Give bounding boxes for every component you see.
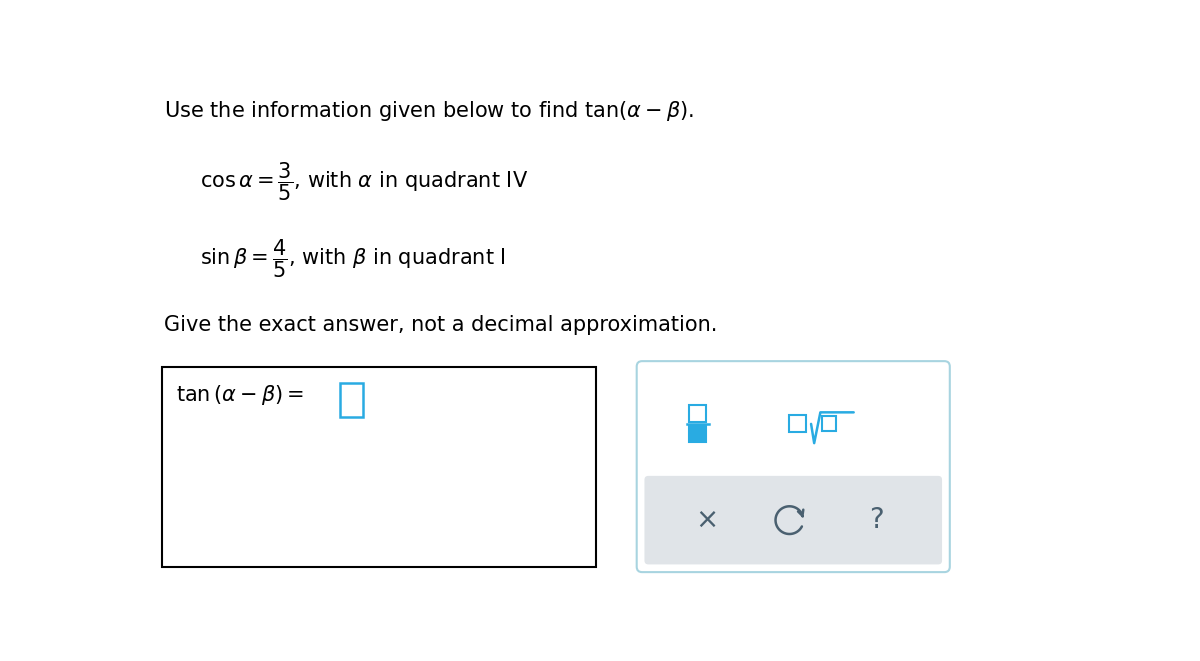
Text: ×: ×	[695, 506, 718, 534]
Text: Give the exact answer, not a decimal approximation.: Give the exact answer, not a decimal app…	[164, 315, 718, 335]
FancyBboxPatch shape	[788, 415, 805, 432]
FancyBboxPatch shape	[689, 405, 707, 422]
Text: $\cos\alpha=\dfrac{3}{5}$, with $\alpha$ in quadrant IV: $\cos\alpha=\dfrac{3}{5}$, with $\alpha$…	[200, 161, 529, 204]
Text: ?: ?	[869, 506, 883, 534]
Text: $\sin\beta=\dfrac{4}{5}$, with $\beta$ in quadrant I: $\sin\beta=\dfrac{4}{5}$, with $\beta$ i…	[200, 238, 506, 280]
FancyBboxPatch shape	[637, 361, 950, 572]
FancyBboxPatch shape	[644, 476, 942, 564]
Text: $\tan\left(\alpha-\beta\right)=$: $\tan\left(\alpha-\beta\right)=$	[175, 383, 304, 407]
FancyBboxPatch shape	[689, 426, 707, 442]
FancyBboxPatch shape	[822, 416, 836, 431]
Text: Use the information given below to find $\tan(\alpha-\beta)$.: Use the information given below to find …	[164, 99, 694, 124]
FancyBboxPatch shape	[162, 367, 595, 566]
FancyBboxPatch shape	[340, 383, 364, 417]
